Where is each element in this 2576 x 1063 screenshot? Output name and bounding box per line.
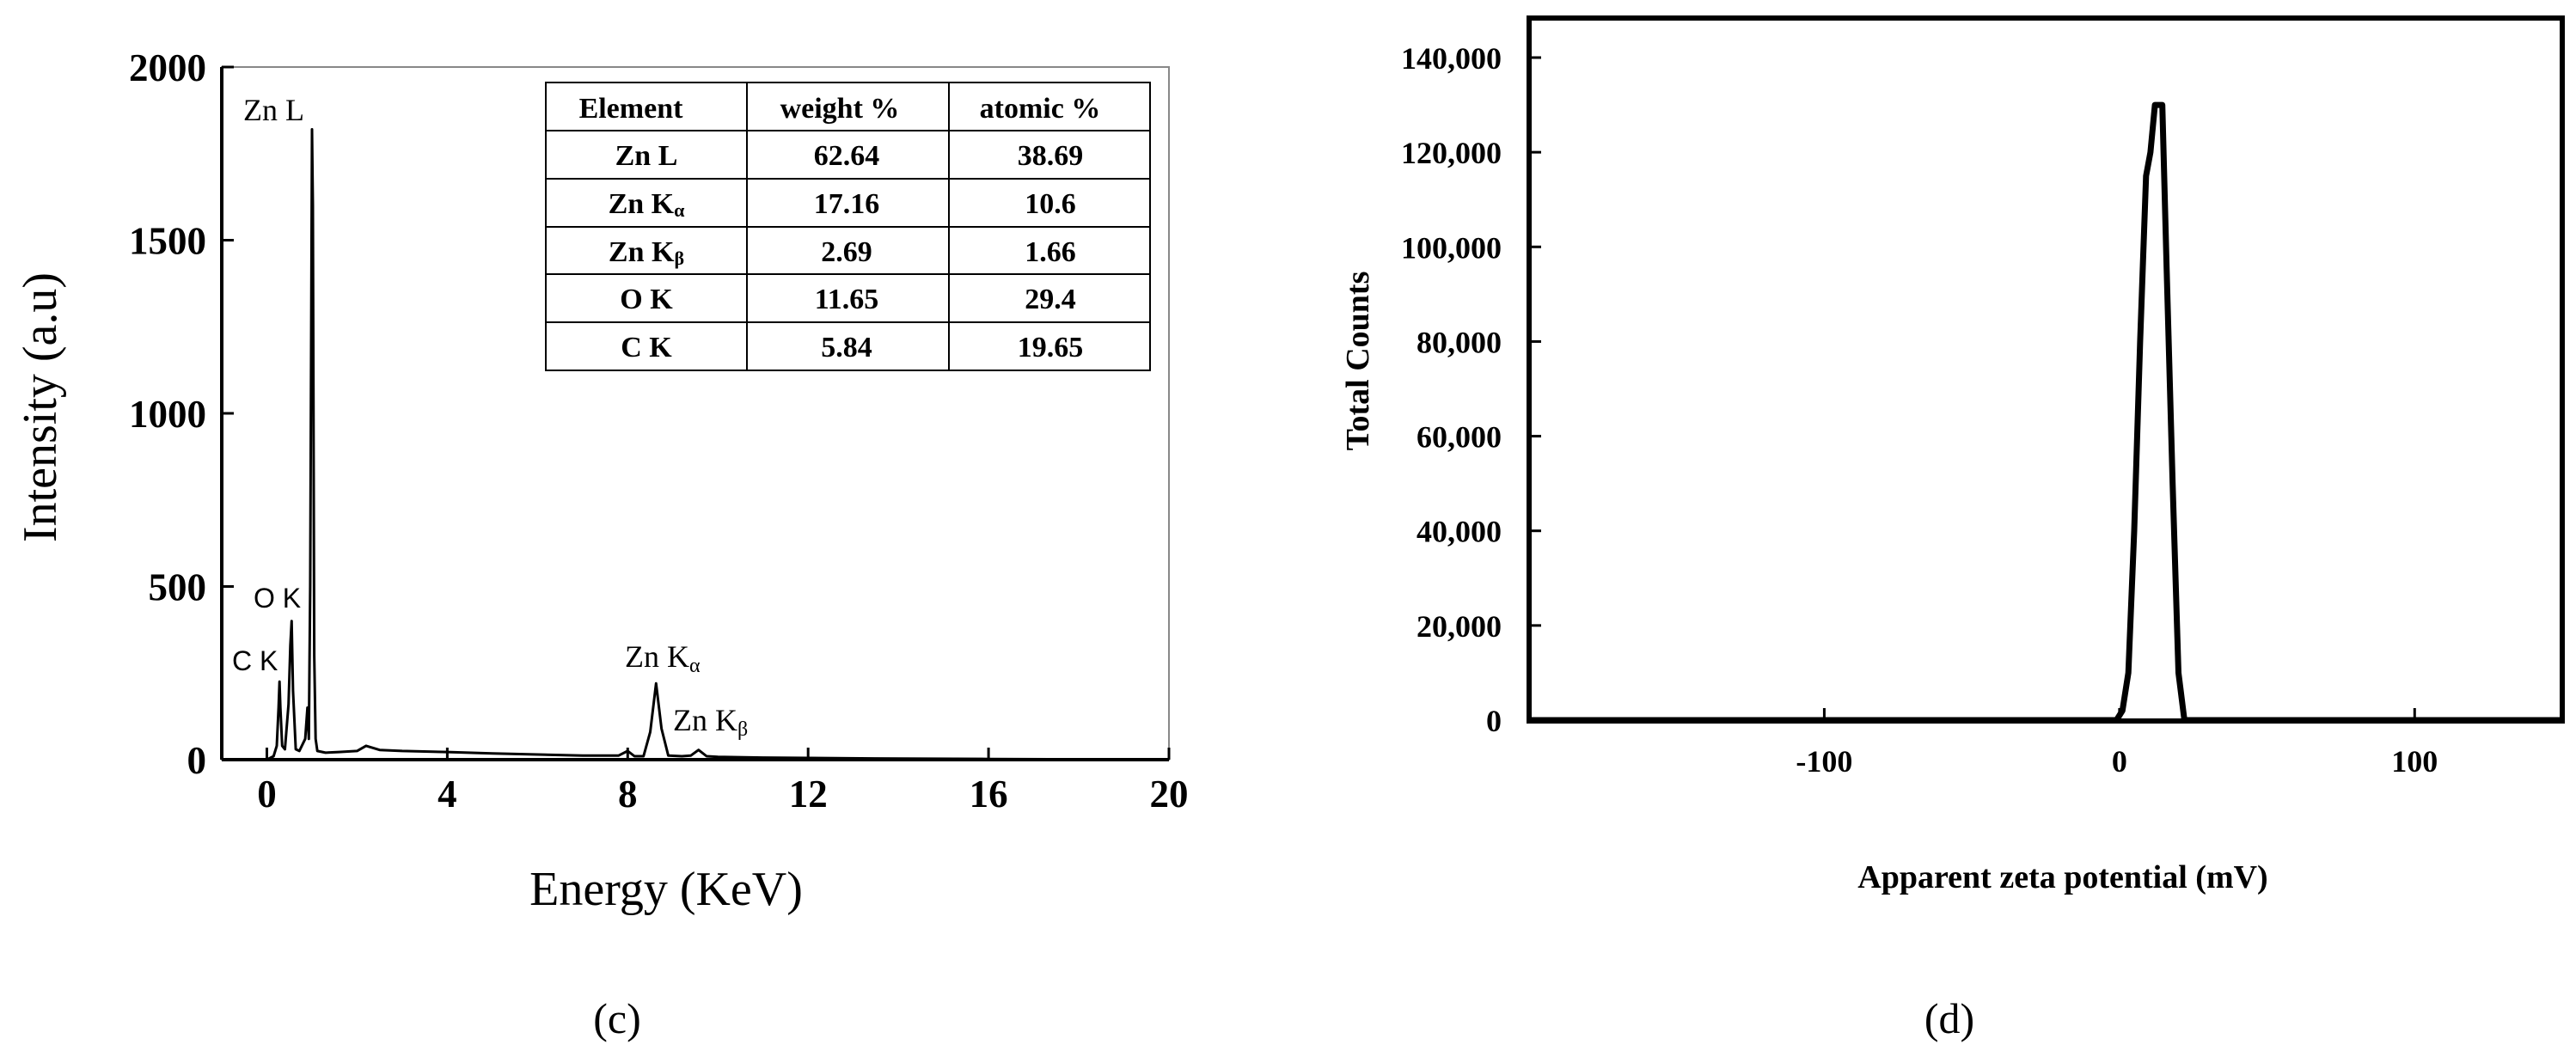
chart-d-y-tick-label: 140,000 — [1401, 41, 1502, 76]
table-cell-atomic: 19.65 — [1018, 332, 1084, 363]
chart-d-x-axis-title: Apparent zeta potential (mV) — [1857, 859, 2267, 895]
chart-d-y-tick-label: 100,000 — [1401, 230, 1502, 265]
chart-d-ticks: -100 0 100 0 20,000 40,000 60,000 80,000 100,000… — [1401, 41, 2438, 779]
chart-d-y-tick-label: 120,000 — [1401, 136, 1502, 170]
chart-d-x-tick-label: 100 — [2391, 744, 2438, 779]
annotation-o-k: O K — [254, 583, 301, 614]
chart-c-x-tick-label: 8 — [618, 773, 638, 816]
chart-d-y-tick-label: 80,000 — [1416, 325, 1502, 359]
chart-c-x-tick-label: 0 — [257, 773, 277, 816]
chart-d-plot-frame — [1529, 18, 2562, 721]
chart-d-y-tick-label: 0 — [1486, 704, 1502, 738]
chart-c-y-tick-label: 0 — [187, 739, 207, 782]
table-cell-element: Zn Kα — [609, 188, 686, 221]
table-cell-element: Zn L — [615, 140, 678, 172]
annotation-zn-l: Zn L — [243, 93, 304, 127]
chart-d-x-tick-label: 0 — [2112, 744, 2127, 779]
table-header-atomic: atomic % — [980, 93, 1101, 125]
table-cell-weight: 17.16 — [814, 188, 880, 220]
table-cell-element: O K — [620, 284, 673, 315]
chart-d-y-tick-label: 60,000 — [1416, 420, 1502, 455]
chart-c-x-tick-label: 16 — [970, 773, 1008, 816]
chart-d-zeta-potential: -100 0 100 0 20,000 40,000 60,000 80,000 100,000… — [1340, 18, 2562, 1042]
table-cell-atomic: 10.6 — [1025, 188, 1076, 220]
chart-c-x-tick-label: 20 — [1150, 773, 1189, 816]
table-cell-weight: 2.69 — [821, 236, 872, 268]
chart-c-x-tick-label: 4 — [437, 773, 457, 816]
table-cell-atomic: 38.69 — [1018, 140, 1084, 172]
annotation-zn-ka: Zn Kα — [625, 639, 701, 677]
table-cell-weight: 11.65 — [815, 284, 879, 315]
chart-c-y-axis-title: Intensity (a.u) — [14, 272, 67, 542]
chart-c-y-tick-label: 500 — [149, 566, 207, 609]
table-cell-atomic: 29.4 — [1025, 284, 1076, 315]
chart-d-x-tick-label: -100 — [1796, 744, 1852, 779]
chart-d-series-line — [1529, 105, 2562, 720]
chart-c-y-tick-label: 2000 — [129, 46, 206, 89]
chart-d-y-axis-title: Total Counts — [1340, 272, 1376, 451]
table-cell-element: C K — [621, 332, 672, 363]
table-cell-weight: 5.84 — [821, 332, 872, 363]
chart-c-y-tick-label: 1000 — [129, 393, 206, 436]
table-cell-element: Zn Kβ — [609, 236, 684, 269]
chart-c-y-tick-label: 1500 — [129, 220, 206, 263]
chart-c-x-axis-title: Energy (KeV) — [529, 863, 803, 916]
panel-label-d: (d) — [1924, 994, 1974, 1042]
chart-c-x-tick-label: 12 — [789, 773, 828, 816]
table-cell-weight: 62.64 — [814, 140, 880, 172]
chart-d-y-tick-label: 20,000 — [1416, 609, 1502, 644]
table-header-element: Element — [579, 93, 684, 125]
annotation-c-k: C K — [232, 645, 278, 676]
table-header-weight: weight % — [780, 93, 900, 125]
panel-label-c: (c) — [593, 994, 641, 1042]
annotation-zn-kb: Zn Kβ — [673, 703, 748, 741]
composition-table: Element weight % atomic % Zn L 62.64 38.… — [546, 82, 1150, 370]
table-cell-atomic: 1.66 — [1025, 236, 1076, 268]
chart-c-eds-spectrum: 0 4 8 12 16 20 0 500 1000 1500 2000 Energy (KeV) I… — [14, 46, 1189, 1042]
chart-d-y-tick-label: 40,000 — [1416, 515, 1502, 549]
